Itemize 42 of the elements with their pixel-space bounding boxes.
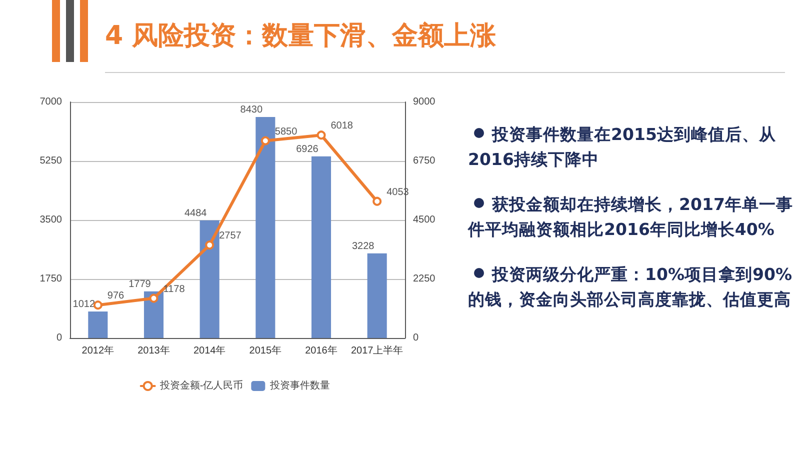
- legend-label: 投资金额-亿人民币: [158, 380, 244, 392]
- data-label: 5850: [274, 126, 298, 138]
- data-label: 4484: [184, 208, 208, 219]
- data-label: 8430: [240, 104, 263, 116]
- x-tick-label: 2016年: [305, 344, 338, 356]
- text: 获投金额却在持续增长，2017年单一事件平均融资额相比2016年同比增长40%: [468, 195, 793, 239]
- point: [205, 240, 214, 250]
- bar: [256, 116, 276, 338]
- legend-label: 投资事件数量: [269, 380, 330, 392]
- point: [149, 294, 158, 303]
- data-label: 1178: [163, 284, 186, 295]
- bar: [311, 156, 332, 338]
- y-tick-label: 7000: [40, 96, 62, 108]
- point: [316, 130, 326, 140]
- data-label: 6018: [330, 120, 354, 132]
- x-tick-label: 2012年: [82, 344, 114, 356]
- y2-tick-label: 4500: [413, 214, 436, 226]
- y-tick-label: 3500: [40, 214, 62, 226]
- bar: [88, 311, 108, 338]
- point: [372, 196, 382, 206]
- y-tick-label: 0: [56, 332, 62, 344]
- bar: [367, 253, 387, 338]
- y-tick-label: 5250: [40, 156, 62, 166]
- y2-tick-label: 9000: [413, 96, 436, 108]
- y2-tick-label: 0: [413, 332, 419, 344]
- text: 投资两级分化严重：10%项目拿到90%的钱，资金向头部公司高度靠拢、估值更高: [468, 265, 792, 309]
- point: [260, 136, 270, 146]
- bar: [200, 220, 220, 338]
- data-label: 6926: [296, 144, 319, 155]
- y2-tick-label: 2250: [413, 274, 436, 284]
- x-tick-label: 2017上半年: [350, 344, 404, 356]
- data-label: 2757: [219, 230, 242, 242]
- y-tick-label: 1750: [40, 274, 62, 284]
- chart-title: 4 风险投资：数量下滑、金额上涨: [105, 20, 496, 53]
- y2-tick-label: 6750: [413, 156, 436, 166]
- x-tick-label: 2015年: [249, 344, 282, 356]
- x-tick-label: 2013年: [138, 344, 170, 356]
- data-label: 976: [107, 290, 125, 302]
- data-label: 3228: [352, 240, 375, 252]
- text: 投资事件数量在2015达到峰值后、从2016持续下降中: [468, 125, 776, 169]
- data-label: 1779: [128, 278, 152, 290]
- x-tick-label: 2014年: [193, 344, 226, 356]
